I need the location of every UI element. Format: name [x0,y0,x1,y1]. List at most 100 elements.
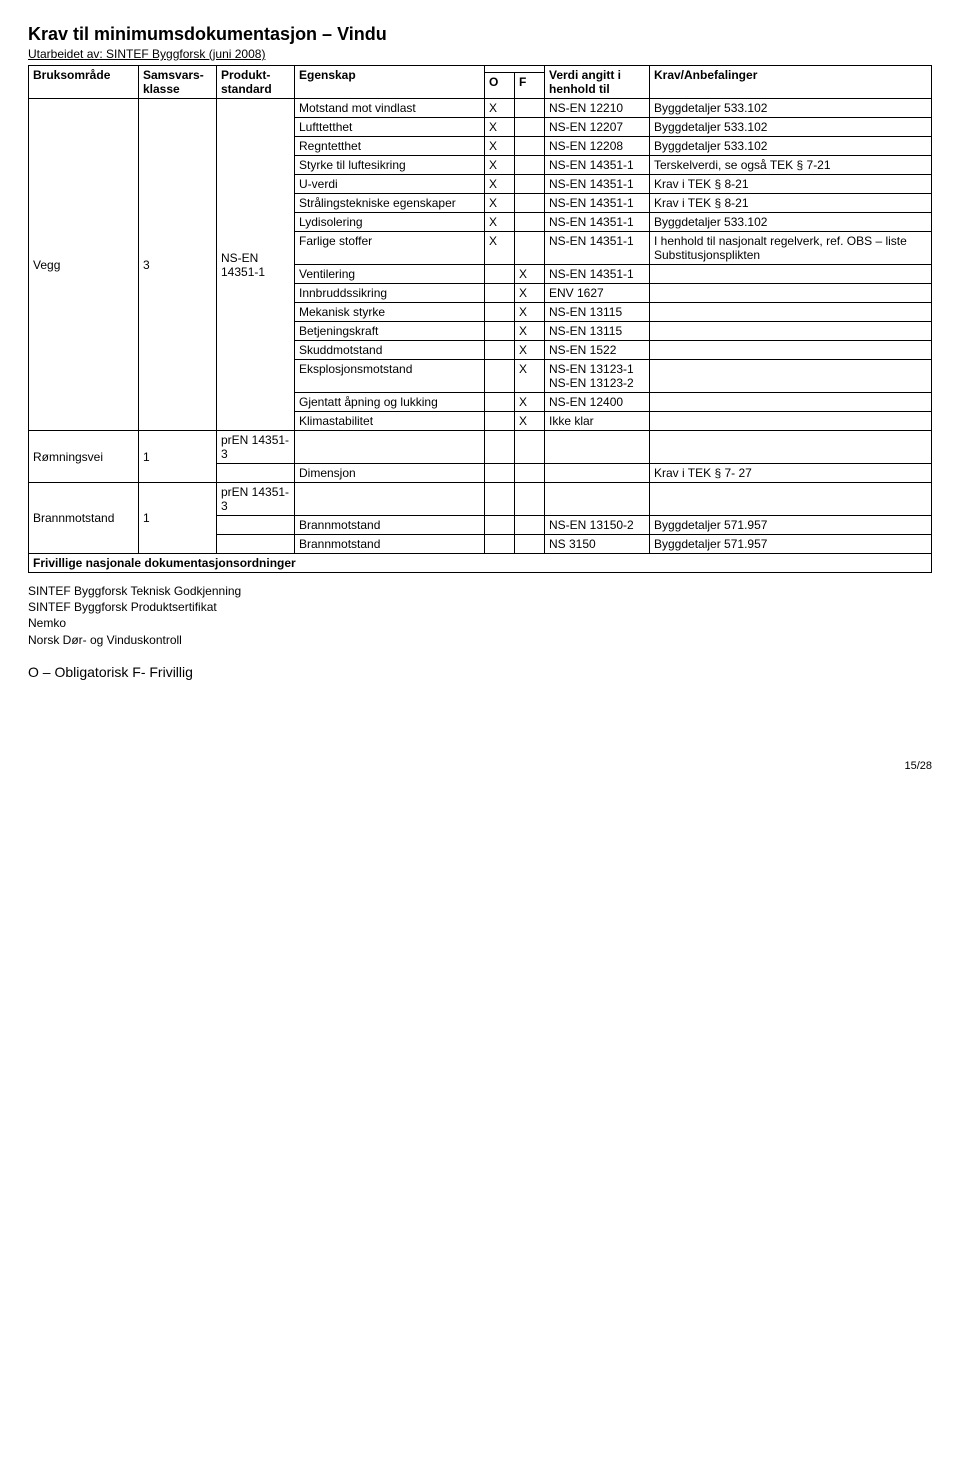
th-produktstandard: Produkt-standard [217,66,295,99]
table-cell [485,393,515,412]
table-cell [545,464,650,483]
table-cell [515,175,545,194]
requirements-table: Bruksområde Samsvars-klasse Produkt-stan… [28,65,932,573]
table-cell: NS-EN 14351-1 [217,99,295,431]
table-cell: Rømningsvei [29,431,139,483]
table-cell: NS-EN 14351-1 [545,194,650,213]
th-bruksomrade: Bruksområde [29,66,139,99]
table-cell [515,213,545,232]
table-cell [515,535,545,554]
table-cell: Ikke klar [545,412,650,431]
table-cell [650,341,932,360]
table-cell [217,535,295,554]
table-cell: NS-EN 12207 [545,118,650,137]
legend: O – Obligatorisk F- Frivillig [28,664,932,680]
table-cell [515,464,545,483]
table-cell: Klimastabilitet [295,412,485,431]
table-cell [485,284,515,303]
table-cell: X [485,99,515,118]
table-cell: NS 3150 [545,535,650,554]
table-cell: X [515,412,545,431]
table-cell [515,516,545,535]
table-cell: Byggdetaljer 533.102 [650,118,932,137]
table-cell: Skuddmotstand [295,341,485,360]
table-cell [650,322,932,341]
table-cell [485,483,515,516]
table-cell [217,516,295,535]
table-cell [515,156,545,175]
table-cell [485,265,515,284]
table-cell: NS-EN 14351-1 [545,213,650,232]
table-cell: NS-EN 13115 [545,322,650,341]
table-cell: Byggdetaljer 533.102 [650,99,932,118]
table-cell: U-verdi [295,175,485,194]
table-cell [515,99,545,118]
frivillige-block: SINTEF Byggforsk Teknisk GodkjenningSINT… [28,583,932,648]
table-cell: X [515,284,545,303]
table-cell: 1 [139,431,217,483]
th-o: O [485,72,515,98]
table-cell: Byggdetaljer 533.102 [650,137,932,156]
table-cell: Byggdetaljer 571.957 [650,535,932,554]
table-cell: prEN 14351-3 [217,431,295,464]
table-cell: ENV 1627 [545,284,650,303]
table-cell: Lufttetthet [295,118,485,137]
table-cell: NS-EN 13150-2 [545,516,650,535]
table-cell: NS-EN 13115 [545,303,650,322]
table-cell: NS-EN 14351-1 [545,232,650,265]
table-cell: Krav i TEK § 7- 27 [650,464,932,483]
table-cell: X [485,175,515,194]
table-cell: NS-EN 13123-1 NS-EN 13123-2 [545,360,650,393]
table-cell: Eksplosjonsmotstand [295,360,485,393]
table-cell [545,431,650,464]
table-cell [650,412,932,431]
frivillige-item: SINTEF Byggforsk Teknisk Godkjenning [28,583,932,599]
frivillige-header-row: Frivillige nasjonale dokumentasjonsordni… [29,554,932,573]
table-cell [485,412,515,431]
th-verdi: Verdi angitt i henhold til [545,66,650,99]
table-cell: 3 [139,99,217,431]
table-cell: X [515,341,545,360]
table-cell [485,431,515,464]
th-krav: Krav/Anbefalinger [650,66,932,99]
table-cell: NS-EN 14351-1 [545,175,650,194]
table-cell [515,232,545,265]
table-cell [295,483,485,516]
table-cell: Motstand mot vindlast [295,99,485,118]
subline: Utarbeidet av: SINTEF Byggforsk (juni 20… [28,47,932,61]
table-cell [485,464,515,483]
page-number: 15/28 [28,760,932,772]
table-cell [650,393,932,412]
frivillige-item: Norsk Dør- og Vinduskontroll [28,632,932,648]
table-cell: prEN 14351-3 [217,483,295,516]
table-cell: X [515,265,545,284]
table-row: Rømningsvei1prEN 14351-3 [29,431,932,464]
table-cell: Regntetthet [295,137,485,156]
table-cell: X [515,322,545,341]
table-cell: Lydisolering [295,213,485,232]
table-cell: X [485,194,515,213]
table-cell: Byggdetaljer 533.102 [650,213,932,232]
table-cell: Brannmotstand [295,516,485,535]
table-cell [515,194,545,213]
table-row: Vegg3NS-EN 14351-1Motstand mot vindlastX… [29,99,932,118]
table-cell: X [485,118,515,137]
table-cell: Vegg [29,99,139,431]
table-cell: Ventilering [295,265,485,284]
table-cell [650,483,932,516]
th-of-blank [485,66,545,73]
frivillige-item: SINTEF Byggforsk Produktsertifikat [28,599,932,615]
table-cell: Terskelverdi, se også TEK § 7-21 [650,156,932,175]
table-cell: X [515,360,545,393]
table-cell: Mekanisk styrke [295,303,485,322]
table-cell [485,303,515,322]
th-egenskap: Egenskap [295,66,485,99]
table-cell: Gjentatt åpning og lukking [295,393,485,412]
table-cell: NS-EN 14351-1 [545,265,650,284]
th-samsvarsklasse: Samsvars-klasse [139,66,217,99]
table-cell: NS-EN 12208 [545,137,650,156]
table-cell [650,431,932,464]
table-cell [295,431,485,464]
table-cell [485,341,515,360]
table-cell: Strålingstekniske egenskaper [295,194,485,213]
